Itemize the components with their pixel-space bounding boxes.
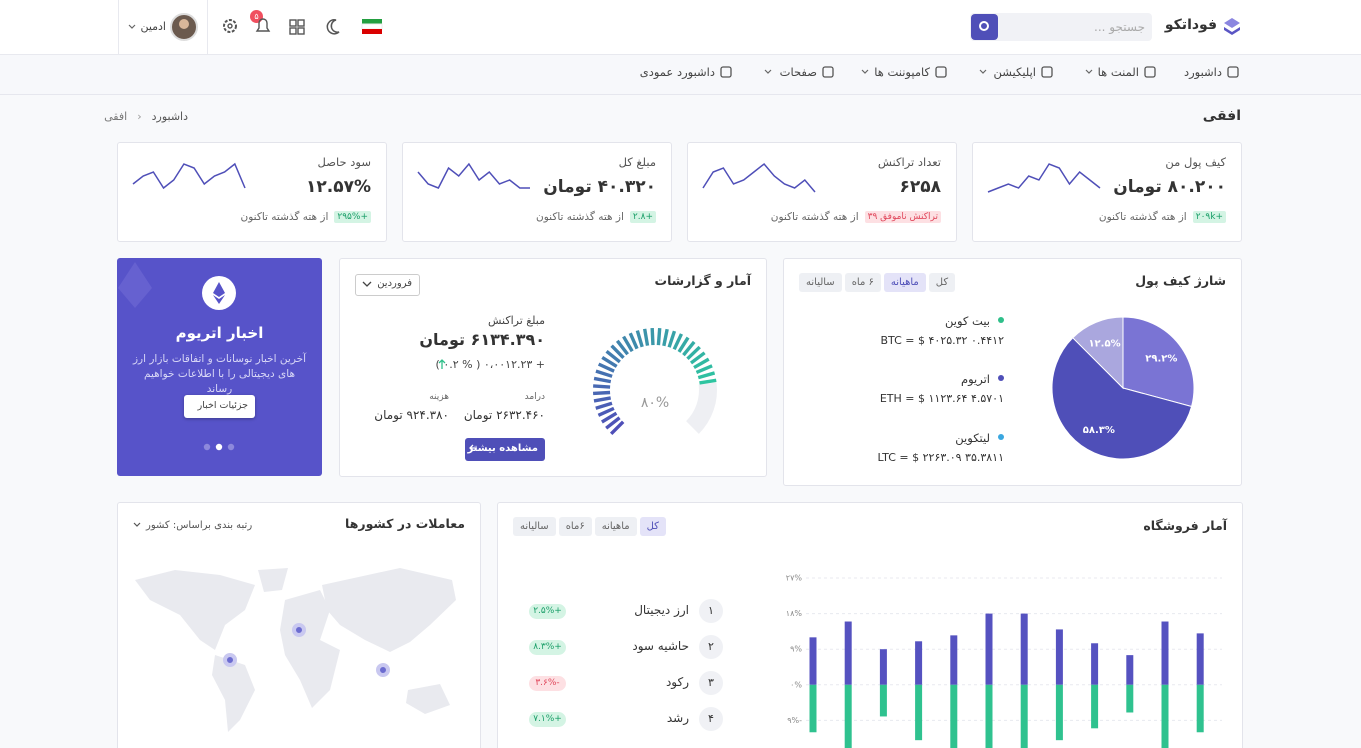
nav-item[interactable]: صفحات [779, 65, 817, 79]
card-title: معاملات در کشورها [345, 516, 465, 531]
notification-badge: ۵ [250, 10, 263, 23]
card-note: از هته گذشته تاکنون [770, 211, 859, 223]
breadcrumb-item: افقی [104, 110, 128, 123]
news-text: آخرین اخبار نوسانات و اتفاقات بازار ارز … [132, 353, 307, 395]
breadcrumb-item[interactable]: داشبورد [151, 110, 188, 123]
nav-bar [0, 55, 1361, 95]
item-change: ۲.۵%+ [529, 604, 566, 619]
header-bar [0, 0, 1361, 55]
tab[interactable]: سالیانه [513, 517, 556, 536]
stat-card: کیف پول من ۸۰.۲۰۰ تومان ۲۰۹k+ از هته گذشته … [972, 142, 1242, 242]
coin-name: بیت کوین [945, 314, 990, 328]
item-name: ارز دیجیتال [634, 603, 689, 617]
card-footer: ۲۹۵%+ از هته گذشته تاکنون [241, 211, 371, 223]
item-change: ۷.۱%+ [529, 712, 566, 727]
reports-card: آمار و گزارشات فروردین مبلغ تراکنش ۶۱۳۴.۳۹۰… [339, 258, 767, 477]
store-card: آمار فروشگاه کل ماهیانه ۶ماه سالیانه ۱ ارز دیج… [497, 502, 1243, 748]
amount-value: ۶۱۳۴.۳۹۰ تومان [419, 330, 545, 349]
tab[interactable]: کل [928, 273, 956, 292]
item-change: ۸.۳%+ [529, 640, 566, 655]
month-dropdown[interactable]: فروردین [355, 274, 420, 296]
card-value: ۸۰.۲۰۰ تومان [1113, 177, 1226, 197]
card-note: از هته گذشته تاکنون [1098, 211, 1187, 223]
card-footer: ۲۰۹k+ از هته گذشته تاکنون [1099, 211, 1226, 223]
card-badge: ۳۹ تراکنش ناموفق [864, 211, 941, 223]
item-change: ۳.۶%- [529, 676, 566, 691]
search-placeholder: جستجو ... [1094, 20, 1145, 34]
item-name: رشد [666, 711, 689, 725]
news-card: اخبار اتریوم آخرین اخبار نوسانات و اتفاقا… [117, 258, 322, 476]
tab[interactable]: ۶ماه [558, 517, 592, 536]
card-title: آمار و گزارشات [654, 273, 751, 288]
coin-rate: ETH = $ ۱۱۲۳.۶۴ ۴.۵۷۰۱ [879, 392, 1004, 405]
card-value: ۱۲.۵۷% [306, 177, 371, 197]
page-title: افقی [1202, 108, 1241, 124]
nav-item[interactable]: اپلیکیشن [993, 65, 1036, 79]
divider [207, 0, 208, 54]
card-value: ۴۰.۳۲۰ تومان [543, 177, 656, 197]
tab[interactable]: ۶ ماه [844, 273, 881, 292]
card-badge: ۲۹۵%+ [334, 211, 371, 223]
card-title: شارژ کیف پول [1135, 273, 1226, 288]
amount-change: ( ۰.۲ % ) ۰،۰۰۱۲.۲۳ + [435, 358, 545, 371]
card-footer: ۲.۸+ از هته گذشته تاکنون [536, 211, 656, 223]
card-badge: ۲.۸+ [629, 211, 656, 223]
rank-circle: ۴ [699, 707, 723, 731]
breadcrumb: داشبورد ‹ افقی [104, 110, 188, 123]
expense-label: هزینه [429, 392, 449, 402]
card-title: سود حاصل [317, 155, 371, 169]
nav-item[interactable]: المنت ها [1097, 65, 1139, 79]
card-note: از هته گذشته تاکنون [240, 211, 329, 223]
card-note: از هته گذشته تاکنون [536, 211, 624, 223]
expense-value: ۹۲۴.۳۸۰ تومان [374, 408, 449, 422]
button-text: مشاهده بیشتر [467, 443, 538, 454]
wallet-card: شارژ کیف پول کل ماهیانه ۶ ماه سالیانه بیت کوی… [783, 258, 1242, 486]
countries-card: معاملات در کشورها رتبه بندی براساس: کشور [117, 502, 481, 748]
rank-circle: ۳ [699, 671, 723, 695]
card-badge: ۲۰۹k+ [1192, 211, 1226, 223]
nav-item[interactable]: داشبورد [1183, 65, 1222, 79]
amount-label: مبلغ تراکنش [488, 314, 545, 327]
news-button[interactable]: جزئیات اخبار [184, 395, 255, 418]
news-title: اخبار اتریوم [175, 324, 264, 342]
stat-card: سود حاصل ۱۲.۵۷% ۲۹۵%+ از هته گذشته تاکنون [117, 142, 387, 242]
tab-group: کل ماهیانه ۶ماه سالیانه [513, 517, 666, 536]
brand: فوداتکو [1164, 17, 1217, 33]
tab[interactable]: ماهیانه [594, 517, 637, 536]
coin-rate: LTC = $ ۲۲۶۳.۰۹ ۳۵.۳۸۱۱ [877, 451, 1004, 464]
card-title: مبلغ کل [618, 155, 656, 169]
rank-circle: ۲ [699, 635, 723, 659]
item-name: حاشیه سود [632, 639, 689, 653]
tab[interactable]: سالیانه [799, 273, 842, 292]
card-value: ۶۲۵۸ [899, 177, 941, 197]
breadcrumb-sep: ‹ [137, 110, 142, 123]
tab-group: کل ماهیانه ۶ ماه سالیانه [799, 273, 956, 292]
card-title: تعداد تراکنش [877, 155, 941, 169]
dropdown-text: فروردین [377, 278, 412, 289]
more-button[interactable]: مشاهده بیشتر [465, 438, 545, 461]
item-name: رکود [665, 675, 689, 689]
coin-name: لیتکوین [955, 431, 990, 445]
rank-circle: ۱ [699, 599, 723, 623]
card-footer: ۳۹ تراکنش ناموفق از هته گذشته تاکنون [771, 211, 941, 223]
search-button[interactable] [971, 14, 998, 40]
tab[interactable]: کل [639, 517, 666, 536]
coin-name: اتریوم [960, 372, 990, 386]
stat-card: مبلغ کل ۴۰.۳۲۰ تومان ۲.۸+ از هته گذشته تاکن… [402, 142, 672, 242]
card-title: کیف پول من [1165, 155, 1226, 169]
card-title: آمار فروشگاه [1143, 518, 1227, 533]
nav-item[interactable]: داشبورد عمودی [639, 65, 715, 79]
tab[interactable]: ماهیانه [883, 273, 926, 292]
divider [118, 0, 119, 54]
income-label: درامد [524, 392, 545, 402]
search-box[interactable] [970, 13, 1152, 41]
income-value: ۲۶۳۲.۴۶۰ تومان [463, 408, 545, 422]
sort-select[interactable]: رتبه بندی براساس: کشور [146, 520, 253, 531]
stat-card: تعداد تراکنش ۶۲۵۸ ۳۹ تراکنش ناموفق از هته گ… [687, 142, 957, 242]
button-text: جزئیات اخبار [197, 400, 248, 411]
coin-rate: BTC = $ ۴۰۲۵.۳۲ ۰.۴۴۱۲ [880, 334, 1005, 347]
user-name[interactable]: ادمین [140, 20, 166, 33]
nav-item[interactable]: کامپوننت ها [874, 65, 930, 79]
